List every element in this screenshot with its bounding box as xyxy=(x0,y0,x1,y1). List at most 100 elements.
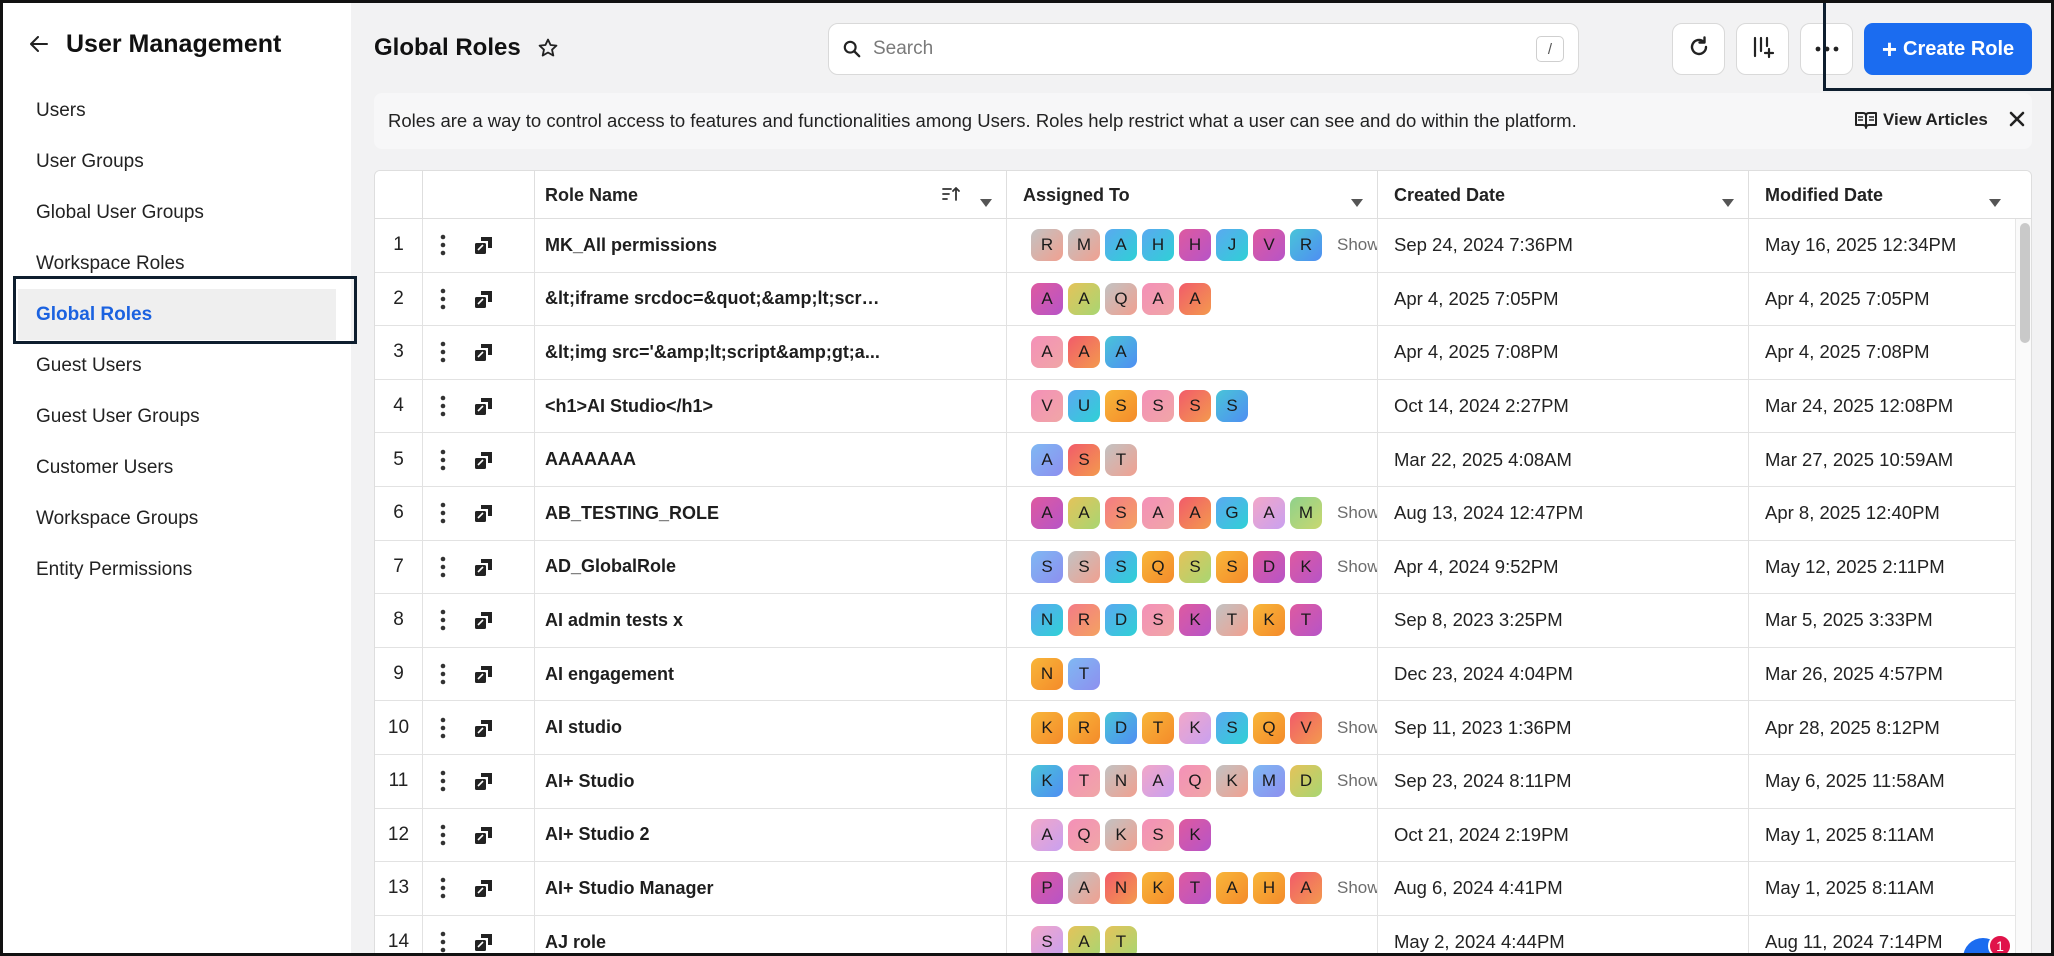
role-name[interactable]: AI+ Studio Manager xyxy=(545,877,714,898)
avatar[interactable]: T xyxy=(1068,765,1100,798)
avatar[interactable]: N xyxy=(1031,658,1063,691)
sort-ascending-icon[interactable] xyxy=(942,186,960,207)
table-row[interactable]: 14 AJ role S A T May 2, 2024 4:44PM Aug 11, 20… xyxy=(375,915,2015,955)
avatar[interactable]: A xyxy=(1253,497,1285,530)
avatar[interactable]: P xyxy=(1031,872,1063,905)
role-name[interactable]: AI+ Studio 2 xyxy=(545,824,650,845)
avatar[interactable]: A xyxy=(1142,497,1174,530)
role-name-cell[interactable]: AJ role xyxy=(535,915,1007,955)
avatar[interactable]: S xyxy=(1031,926,1063,955)
avatar[interactable]: T xyxy=(1216,604,1248,637)
avatar[interactable]: S xyxy=(1068,550,1100,583)
avatar[interactable]: T xyxy=(1142,711,1174,744)
star-icon[interactable] xyxy=(537,37,559,59)
kebab-vertical-icon[interactable] xyxy=(440,663,446,685)
avatar[interactable]: A xyxy=(1105,336,1137,369)
kebab-vertical-icon[interactable] xyxy=(440,234,446,256)
avatar[interactable]: S xyxy=(1216,711,1248,744)
avatar[interactable]: J xyxy=(1216,229,1248,262)
avatar[interactable]: Q xyxy=(1179,765,1211,798)
sidebar-item-users[interactable]: Users xyxy=(36,99,86,121)
show-more-link[interactable]: Show xyxy=(1337,503,1378,523)
avatar[interactable]: T xyxy=(1290,604,1322,637)
sidebar-item-global-user-groups[interactable]: Global User Groups xyxy=(36,201,204,223)
table-row[interactable]: 1 MK_All permissions R M A H H J V R Show Sep 24, 2… xyxy=(375,219,2015,273)
role-name-cell[interactable]: AI+ Studio Manager xyxy=(535,862,1007,915)
table-row[interactable]: 12 AI+ Studio 2 A Q K S K Oct 21, 2024 2:19PM Ma… xyxy=(375,808,2015,863)
avatar[interactable]: T xyxy=(1179,872,1211,905)
header-assigned-to[interactable]: Assigned To xyxy=(1007,171,1378,219)
avatar[interactable]: K xyxy=(1031,711,1063,744)
avatar[interactable]: A xyxy=(1031,336,1063,369)
table-row[interactable]: 7 AD_GlobalRole S S S Q S S D K Show Apr 4, 2024 9:… xyxy=(375,540,2015,595)
avatar[interactable]: K xyxy=(1179,604,1211,637)
sidebar-item-global-roles[interactable]: Global Roles xyxy=(18,289,336,340)
kebab-vertical-icon[interactable] xyxy=(440,609,446,631)
table-row[interactable]: 8 AI admin tests x N R D S K T K T Sep 8, 2023 3:2… xyxy=(375,594,2015,648)
avatar[interactable]: S xyxy=(1216,550,1248,583)
avatar[interactable]: T xyxy=(1105,443,1137,476)
avatar[interactable]: S xyxy=(1105,550,1137,583)
avatar[interactable]: D xyxy=(1105,711,1137,744)
kebab-vertical-icon[interactable] xyxy=(440,877,446,899)
kebab-vertical-icon[interactable] xyxy=(440,824,446,846)
role-name[interactable]: AJ role xyxy=(545,931,607,952)
header-created-date[interactable]: Created Date xyxy=(1378,171,1749,219)
avatar[interactable]: K xyxy=(1290,550,1322,583)
table-row[interactable]: 6 AB_TESTING_ROLE A A S A A G A M Show Aug 13, 2024… xyxy=(375,486,2015,541)
search-box[interactable]: / xyxy=(828,23,1579,75)
chevron-down-icon[interactable] xyxy=(1989,191,2001,212)
role-name[interactable]: AB_TESTING_ROLE xyxy=(545,502,720,523)
avatar[interactable]: G xyxy=(1216,497,1248,530)
avatar[interactable]: T xyxy=(1068,658,1100,691)
avatar[interactable]: N xyxy=(1105,872,1137,905)
avatar[interactable]: K xyxy=(1031,765,1063,798)
role-name-cell[interactable]: &lt;iframe srcdoc=&quot;&amp;lt;scri... xyxy=(535,272,1007,326)
avatar[interactable]: R xyxy=(1068,604,1100,637)
avatar[interactable]: T xyxy=(1105,926,1137,955)
avatar[interactable]: N xyxy=(1105,765,1137,798)
view-articles-link[interactable]: View Articles xyxy=(1855,110,1988,130)
avatar[interactable]: U xyxy=(1068,390,1100,423)
avatar[interactable]: S xyxy=(1105,390,1137,423)
avatar[interactable]: S xyxy=(1179,390,1211,423)
avatar[interactable]: A xyxy=(1031,443,1063,476)
header-modified-date[interactable]: Modified Date xyxy=(1749,171,2015,219)
avatar[interactable]: V xyxy=(1031,390,1063,423)
role-name-cell[interactable]: AI studio xyxy=(535,701,1007,754)
sidebar-item-workspace-groups[interactable]: Workspace Groups xyxy=(36,507,199,529)
avatar[interactable]: H xyxy=(1142,229,1174,262)
avatar[interactable]: A xyxy=(1031,818,1063,851)
avatar[interactable]: Q xyxy=(1253,711,1285,744)
avatar[interactable]: A xyxy=(1290,872,1322,905)
table-row[interactable]: 10 AI studio K R D T K S Q V Show Sep 11, 2023 1:36… xyxy=(375,701,2015,755)
avatar[interactable]: M xyxy=(1068,229,1100,262)
role-name-cell[interactable]: AD_GlobalRole xyxy=(535,540,1007,594)
sidebar-item-workspace-roles[interactable]: Workspace Roles xyxy=(36,252,185,274)
kebab-vertical-icon[interactable] xyxy=(440,931,446,953)
table-row[interactable]: 5 AAAAAAA A S T Mar 22, 2025 4:08AM Mar 27, 20… xyxy=(375,433,2015,487)
avatar[interactable]: A xyxy=(1179,497,1211,530)
role-name[interactable]: MK_All permissions xyxy=(545,234,718,255)
table-row[interactable]: 3 &lt;img src='&amp;lt;script&amp;gt;a...… xyxy=(375,326,2015,380)
avatar[interactable]: A xyxy=(1031,282,1063,315)
avatar[interactable]: H xyxy=(1179,229,1211,262)
role-name[interactable]: &lt;iframe srcdoc=&quot;&amp;lt;scri... xyxy=(545,288,880,309)
table-row[interactable]: 2 &lt;iframe srcdoc=&quot;&amp;lt;scri...… xyxy=(375,272,2015,327)
role-name[interactable]: <h1>AI Studio</h1> xyxy=(545,395,714,416)
column-settings-button[interactable] xyxy=(1736,23,1789,75)
avatar[interactable]: A xyxy=(1142,765,1174,798)
avatar[interactable]: M xyxy=(1253,765,1285,798)
chevron-down-icon[interactable] xyxy=(1351,191,1363,212)
role-name-cell[interactable]: AI engagement xyxy=(535,647,1007,701)
avatar[interactable]: S xyxy=(1142,818,1174,851)
avatar[interactable]: A xyxy=(1105,229,1137,262)
avatar[interactable]: D xyxy=(1290,765,1322,798)
kebab-vertical-icon[interactable] xyxy=(440,502,446,524)
role-name-cell[interactable]: &lt;img src='&amp;lt;script&amp;gt;a... xyxy=(535,326,1007,379)
show-more-link[interactable]: Show xyxy=(1337,771,1378,791)
role-name-cell[interactable]: AI admin tests x xyxy=(535,594,1007,647)
role-name[interactable]: AI+ Studio xyxy=(545,770,635,791)
kebab-vertical-icon[interactable] xyxy=(440,717,446,739)
sidebar-item-entity-permissions[interactable]: Entity Permissions xyxy=(36,558,193,580)
